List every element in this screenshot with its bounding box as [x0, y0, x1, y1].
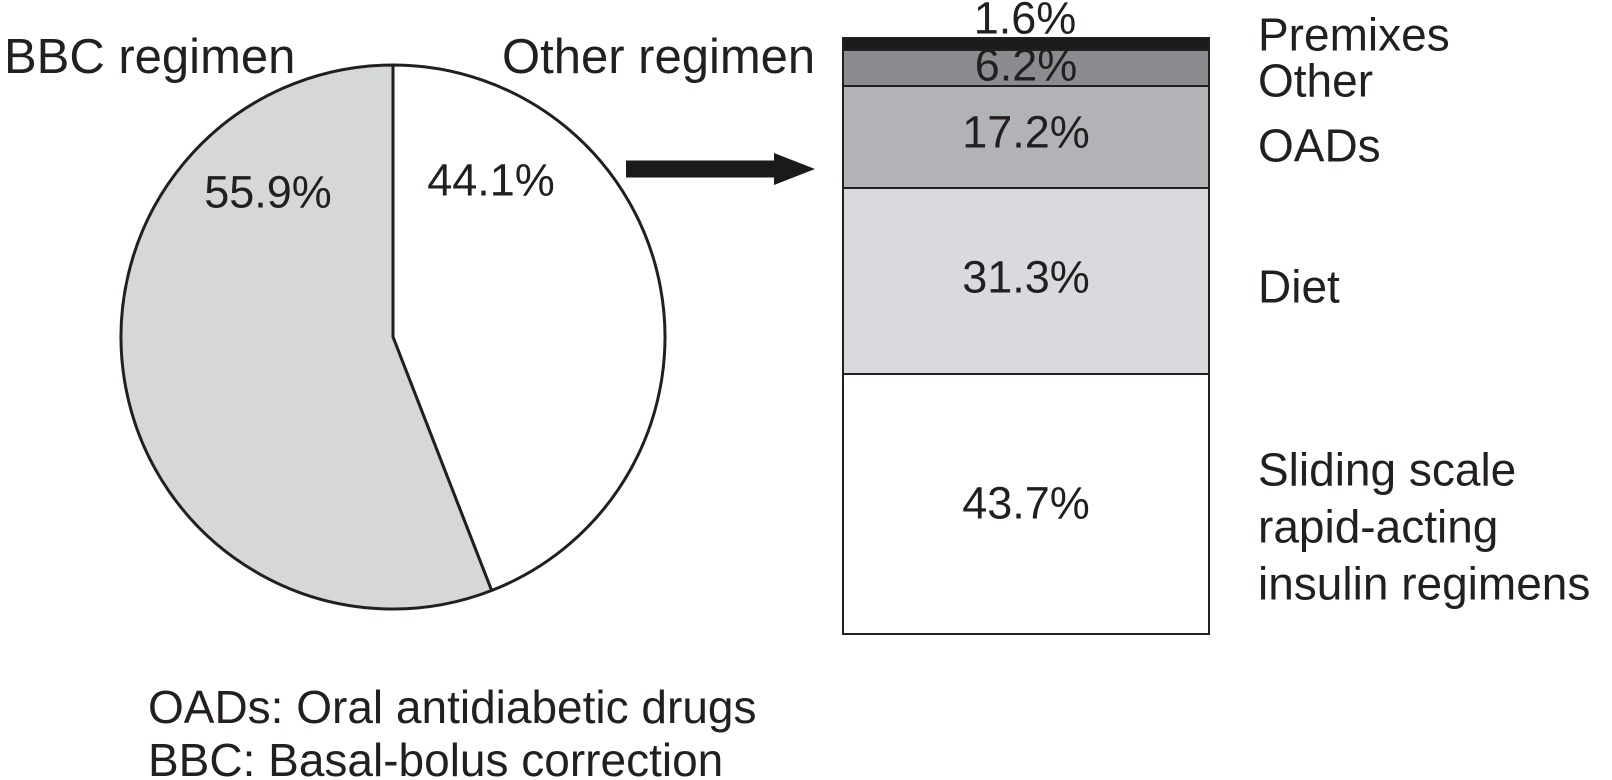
pie-title-other-regimen: Other regimen	[502, 30, 816, 84]
bar-segment-sliding	[844, 373, 1208, 633]
footnotes: OADs: Oral antidiabetic drugs BBC: Basal…	[148, 681, 757, 780]
bar-segment-other	[844, 48, 1208, 86]
footnote-oads: OADs: Oral antidiabetic drugs	[148, 681, 757, 733]
arrow-right-shape	[626, 153, 815, 185]
bar-label-diet: Diet	[1258, 260, 1340, 313]
bar-segment-diet	[844, 187, 1208, 374]
bar-value-diet: 31.3%	[962, 251, 1090, 303]
pie-chart	[119, 63, 667, 611]
bar-value-oads: 17.2%	[962, 106, 1090, 158]
bar-label-other: Other	[1258, 54, 1374, 107]
bar-value-premixes: 1.6%	[973, 0, 1077, 44]
pie-value-other: 44.1%	[427, 154, 555, 206]
arrow-right-icon	[626, 153, 815, 185]
footnote-bbc: BBC: Basal-bolus correction	[148, 734, 724, 780]
stacked-bar	[842, 37, 1210, 635]
pie-title-bbc-regimen: BBC regimen	[4, 30, 296, 84]
bar-label-premixes: Premixes	[1258, 8, 1450, 61]
pie-value-bbc: 55.9%	[204, 166, 332, 218]
pie-slice-bbc-regimen	[119, 63, 494, 611]
bar-value-sliding: 43.7%	[962, 477, 1090, 529]
bar-label-sliding-scale: Sliding scale rapid-acting insulin regim…	[1258, 443, 1591, 610]
bar-segment-oads	[844, 85, 1208, 188]
bar-value-other: 6.2%	[974, 39, 1078, 91]
bar-segment-premixes	[844, 39, 1208, 49]
bar-label-oads: OADs	[1258, 119, 1381, 172]
pie-slice-other-regimen	[391, 63, 667, 592]
